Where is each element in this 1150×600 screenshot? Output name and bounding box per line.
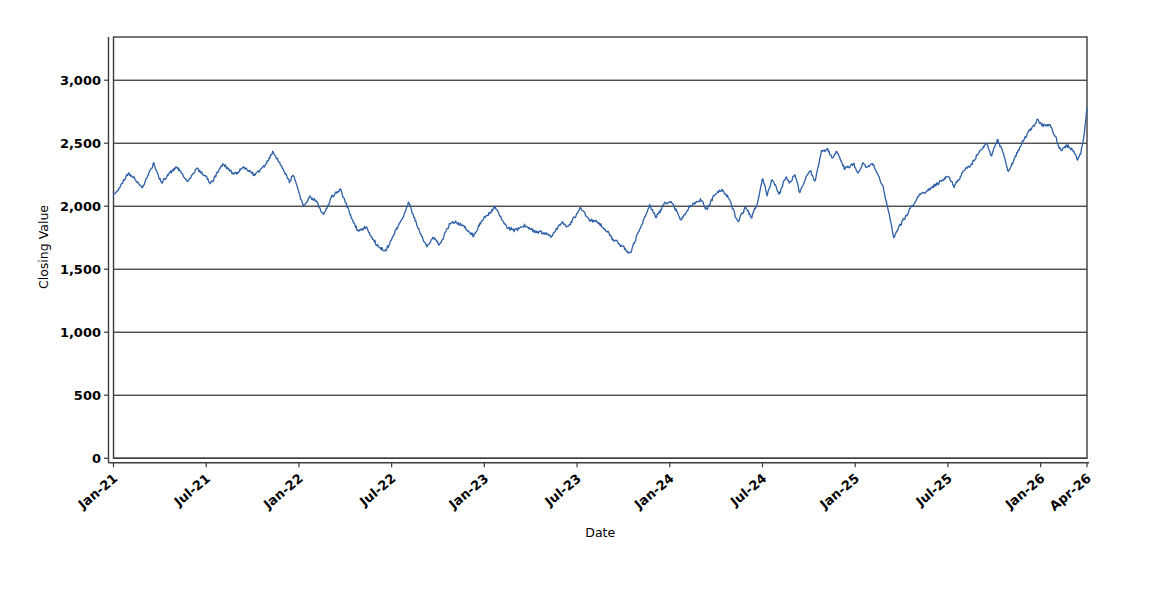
x-tick-label: Jan-23 <box>445 471 491 513</box>
x-tick-label: Jul-23 <box>541 471 584 510</box>
x-tick-label: Jul-22 <box>356 471 399 510</box>
x-tick-label: Jul-24 <box>727 471 770 510</box>
y-axis-title: Closing Value <box>36 205 51 289</box>
x-tick-label: Jan-26 <box>1002 471 1048 513</box>
y-tick-label: 2,000 <box>60 199 101 214</box>
y-tick-label: 1,000 <box>60 325 101 340</box>
axis-ticks <box>104 80 1087 467</box>
x-tick-label: Jul-21 <box>171 471 214 510</box>
axis-spines <box>109 37 1090 463</box>
chart-region: Jan-21 Jul-21 Jan-22 Jul-22 Jan-23 Jul-23 Jan-… <box>0 0 1150 600</box>
closing-value-line <box>114 108 1088 253</box>
x-tick-label: Jan-24 <box>631 471 677 513</box>
y-tick-label: 500 <box>74 388 101 403</box>
x-tick-label: Jan-25 <box>816 471 862 513</box>
y-tick-label: 2,500 <box>60 136 101 151</box>
x-tick-label: Jul-25 <box>912 471 955 510</box>
y-tick-label: 1,500 <box>60 262 101 277</box>
x-tick-label: Jan-21 <box>75 471 121 513</box>
x-axis-title: Date <box>585 525 615 540</box>
x-tick-labels: Jan-21 Jul-21 Jan-22 Jul-22 Jan-23 Jul-23 Jan-… <box>75 471 1094 514</box>
x-tick-label: Jan-22 <box>260 471 306 513</box>
y-tick-label: 3,000 <box>60 73 101 88</box>
gridlines <box>114 80 1088 458</box>
y-tick-labels: 0 500 1,000 1,500 2,000 2,500 3,000 <box>60 73 101 466</box>
y-tick-label: 0 <box>92 451 101 466</box>
x-tick-label: Apr-26 <box>1047 471 1094 514</box>
line-chart: Jan-21 Jul-21 Jan-22 Jul-22 Jan-23 Jul-23 Jan-… <box>0 0 1150 600</box>
